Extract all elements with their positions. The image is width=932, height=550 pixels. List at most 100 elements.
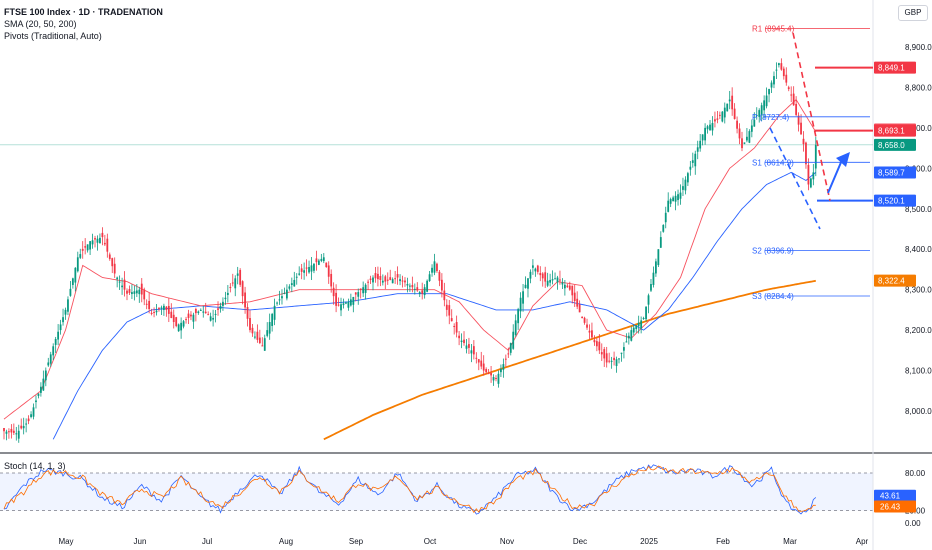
candle (121, 277, 123, 295)
candle (96, 235, 99, 251)
candle (519, 292, 522, 319)
candle (650, 279, 652, 293)
candle (691, 152, 694, 168)
candle (448, 299, 451, 325)
stoch-tag: 43.61 (874, 489, 916, 502)
candle (578, 300, 581, 313)
candle (492, 374, 495, 386)
chart-title: FTSE 100 Index · 1D · TRADENATION (4, 7, 163, 17)
candle (315, 250, 318, 271)
candle (377, 266, 379, 287)
candle (468, 337, 470, 354)
stoch-d-line (3, 465, 816, 514)
candle (170, 303, 173, 319)
forecast-arrow (827, 159, 843, 194)
candle (84, 238, 87, 255)
candle (780, 58, 783, 71)
candle (406, 277, 409, 293)
candle (99, 233, 101, 244)
candle (190, 311, 192, 321)
candle (177, 323, 180, 332)
candle (477, 358, 480, 371)
candle (768, 88, 770, 103)
candle (701, 134, 704, 146)
candle (586, 318, 588, 330)
candle (364, 283, 367, 300)
x-tick-label: Feb (716, 537, 730, 546)
candle (317, 258, 320, 266)
candle (790, 86, 793, 103)
sma-legend[interactable]: SMA (20, 50, 200) (4, 19, 77, 29)
candle (551, 270, 554, 285)
candle (133, 285, 136, 301)
candle (367, 279, 369, 291)
candle (219, 302, 222, 313)
candle (236, 266, 239, 285)
x-tick-label: Oct (424, 537, 437, 546)
candle (549, 273, 552, 287)
candle (320, 253, 323, 263)
candle (714, 111, 716, 128)
candle (409, 283, 411, 292)
sma50-line (52, 171, 817, 440)
candle (357, 288, 360, 305)
candle (755, 107, 758, 120)
stoch-tick-label: 0.00 (905, 519, 921, 528)
candle (293, 271, 296, 287)
candle (256, 324, 259, 343)
currency-button[interactable]: GBP (898, 5, 928, 21)
candle (773, 71, 775, 89)
candle (310, 256, 313, 281)
candle (286, 284, 288, 301)
candle (436, 262, 438, 273)
candle (249, 310, 251, 333)
pivots-legend[interactable]: Pivots (Traditional, Auto) (4, 31, 102, 41)
candle (600, 343, 603, 361)
candle (544, 266, 547, 288)
candle (782, 66, 785, 80)
x-tick-label: Mar (783, 537, 797, 546)
price-tag-text: 8,658.0 (878, 141, 905, 150)
price-tag: 8,520.1 (874, 194, 916, 207)
candle (231, 273, 234, 287)
price-tag-text: 8,693.1 (878, 127, 905, 136)
candle (576, 291, 579, 310)
candle (354, 292, 357, 302)
candle (258, 329, 261, 345)
candle (359, 288, 362, 299)
candle (694, 150, 697, 175)
candle (305, 259, 308, 277)
candle (721, 110, 724, 123)
candle (731, 87, 734, 116)
candle (67, 296, 69, 316)
pivot-level: P (8727.4) (752, 113, 870, 122)
candle (91, 233, 94, 249)
candle (605, 346, 608, 368)
candle (101, 227, 104, 246)
candle (337, 297, 340, 307)
candle (44, 367, 47, 387)
candle (728, 90, 731, 110)
candle (686, 171, 689, 186)
candle (723, 102, 726, 124)
candle (54, 336, 57, 353)
x-tick-label: Aug (279, 537, 293, 546)
candle (71, 277, 74, 289)
candle (278, 290, 281, 305)
candle (743, 142, 746, 145)
candle (571, 285, 574, 304)
candle (123, 271, 126, 297)
candle (113, 257, 116, 278)
pivot-level: S3 (8284.4) (752, 292, 870, 301)
candle (563, 279, 566, 296)
candle (738, 123, 741, 145)
x-tick-label: Jul (202, 537, 212, 546)
candle (394, 270, 397, 284)
candle (807, 158, 810, 191)
price-tag: 8,849.1 (874, 61, 916, 74)
candle (413, 283, 416, 295)
candle (485, 367, 488, 375)
stoch-legend[interactable]: Stoch (14, 1, 3) (4, 461, 66, 471)
y-tick-label: 8,700.0 (905, 124, 932, 133)
